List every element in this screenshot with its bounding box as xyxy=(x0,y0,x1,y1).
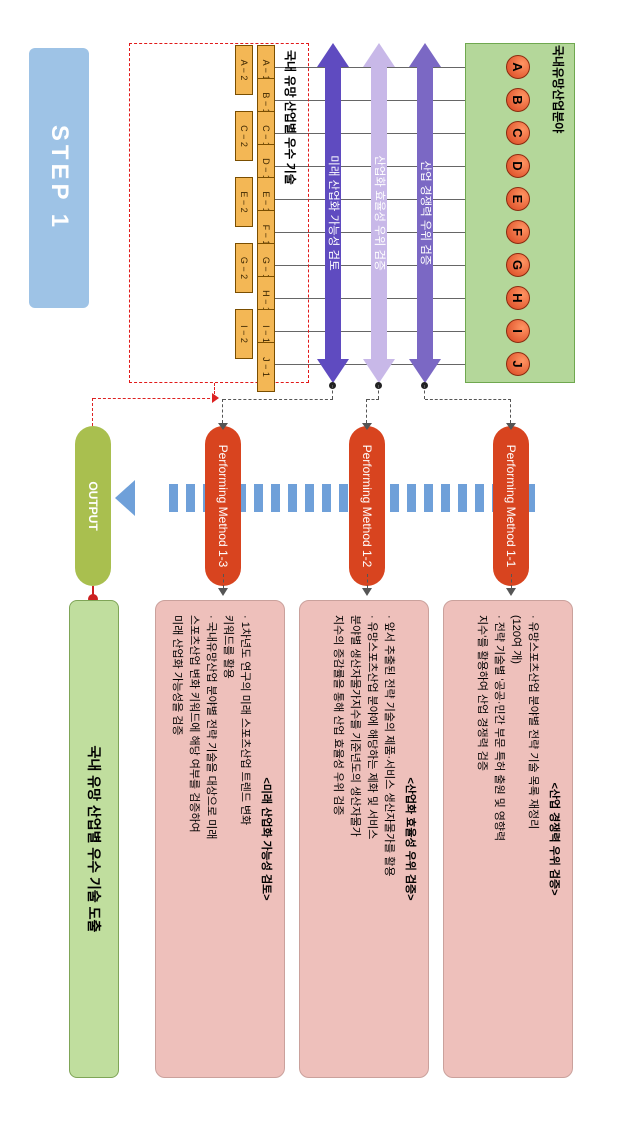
method-detail-line: 분야별 생산자물가지수를 기준년도의 생산자물가 xyxy=(346,615,363,1063)
dash-arrow-icon xyxy=(505,586,517,600)
category-letter: D xyxy=(506,154,530,178)
method-detail-line: (120여 개) xyxy=(507,615,524,1063)
method-detail-line: 키워드를 활용 xyxy=(219,615,236,1063)
category-letter: C xyxy=(506,121,530,145)
blue-progress-arrow xyxy=(117,493,535,503)
tech-cell: E − 2 xyxy=(235,177,253,227)
method-pill: Performing Method 1-2 xyxy=(349,426,385,586)
tech-box-title: 국내 유망 산업별 우수 기술 xyxy=(282,50,299,185)
tech-cell: C − 2 xyxy=(235,111,253,161)
method-detail-line: · 전략 기술별 '공공·민간 부문 특허 출원 및 영향력 xyxy=(490,615,507,1063)
method-detail: <산업화 효율성 우위 검증> · 앞서 추출된 전략 기술의 제품·서비스 생… xyxy=(299,600,429,1078)
tech-grid: A − 1A − 2B − 1C − 1C − 2D − 1E − 1E − 2… xyxy=(135,55,275,371)
output-pill: OUTPUT xyxy=(75,426,111,586)
dash-arrow-icon xyxy=(361,586,373,600)
method-detail-line: · 국내유망산업 분야별 전략 기술을 대상으로 미래 xyxy=(202,615,219,1063)
category-letter: F xyxy=(506,220,530,244)
category-letter: I xyxy=(506,319,530,343)
method-row: Performing Method 1-3 <미래 산업화 가능성 검토> · … xyxy=(153,588,285,1078)
step-badge: STEP 1 xyxy=(29,48,89,308)
methods-column: Performing Method 1-1 <산업 경쟁력 우위 검증> · 유… xyxy=(141,588,573,1078)
method-detail-line: 지수의 증감률을 통해 산업 효율성 우위 검증 xyxy=(329,615,346,1063)
category-letter: B xyxy=(506,88,530,112)
method-detail-line: · 유망스포츠산업 분야별 전략 기술 목록 재정리 xyxy=(524,615,541,1063)
block-arrows: 산업 경쟁력 우위 검증 산업화 효율성 우위 검증 미래 산업화 가능성 검토 xyxy=(315,43,445,383)
method-pill: Performing Method 1-1 xyxy=(493,426,529,586)
tech-cell: J − 1 xyxy=(257,342,275,392)
method-pill: Performing Method 1-3 xyxy=(205,426,241,586)
method-detail: <미래 산업화 가능성 검토> · 1차년도 연구의 미래 스포츠산업 트렌드 … xyxy=(155,600,285,1078)
tech-cell: I − 2 xyxy=(235,309,253,359)
method-detail-line: · 앞서 추출된 전략 기술의 제품·서비스 생산자물가를 활용 xyxy=(380,615,397,1063)
method-row: Performing Method 1-1 <산업 경쟁력 우위 검증> · 유… xyxy=(441,588,573,1078)
category-letter: H xyxy=(506,286,530,310)
category-letters: ABCDEFGHIJ xyxy=(506,55,530,376)
dash-arrow-icon xyxy=(217,586,229,600)
category-letter: G xyxy=(506,253,530,277)
method-detail-line: 미래 산업화 가능성을 검증 xyxy=(168,615,185,1063)
block-arrow: 산업 경쟁력 우위 검증 xyxy=(405,43,445,383)
tech-cell: G − 2 xyxy=(235,243,253,293)
method-detail-head: <미래 산업화 가능성 검토> xyxy=(257,615,274,1063)
method-detail-line: 지수'를 활용하여 산업 경쟁력 검증 xyxy=(473,615,490,1063)
method-detail-head: <산업화 효율성 우위 검증> xyxy=(401,615,418,1063)
output-box: 국내 유망 산업별 우수 기술 도출 xyxy=(69,600,119,1078)
category-letter: E xyxy=(506,187,530,211)
category-title: 국내유망산업분야 xyxy=(550,45,567,133)
category-letter: J xyxy=(506,352,530,376)
method-detail-head: <산업 경쟁력 우위 검증> xyxy=(545,615,562,1063)
category-letter: A xyxy=(506,55,530,79)
method-detail-line: 스포츠산업 변화 키워드에 해당 여부를 검증하여 xyxy=(185,615,202,1063)
method-detail: <산업 경쟁력 우위 검증> · 유망스포츠산업 분야별 전략 기술 목록 재정… xyxy=(443,600,573,1078)
block-arrow: 미래 산업화 가능성 검토 xyxy=(313,43,353,383)
method-row: Performing Method 1-2 <산업화 효율성 우위 검증> · … xyxy=(297,588,429,1078)
method-detail-line: · 1차년도 연구의 미래 스포츠산업 트렌드 변화 xyxy=(236,615,253,1063)
tech-cell: A − 2 xyxy=(235,45,253,95)
block-arrow: 산업화 효율성 우위 검증 xyxy=(359,43,399,383)
method-detail-line: · 유망스포츠산업 분야에 해당하는 제화 및 서비스 xyxy=(363,615,380,1063)
